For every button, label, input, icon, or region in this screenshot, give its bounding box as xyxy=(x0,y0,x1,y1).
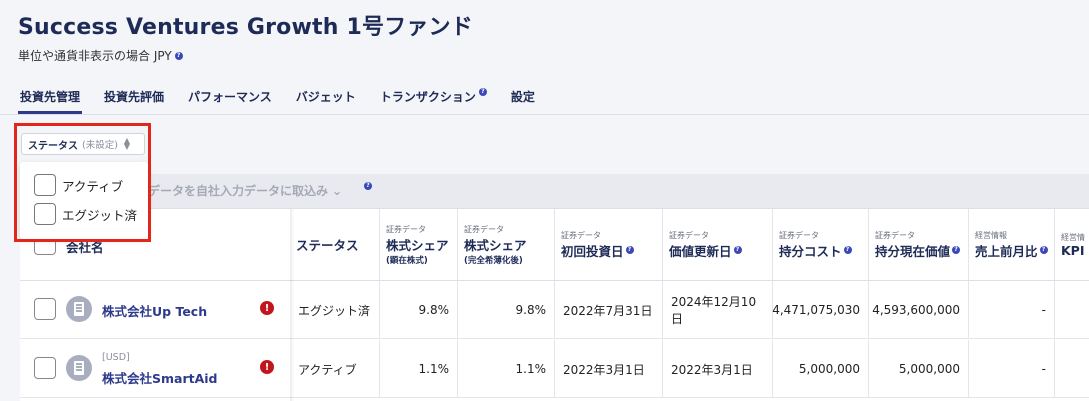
tab-label: バジェット xyxy=(295,90,356,104)
tab-label: 設定 xyxy=(510,90,535,104)
status-filter-label: ステータス xyxy=(28,140,78,152)
holding-cost-cell: 4,471,075,030 xyxy=(772,281,869,339)
header-category: 証券データ xyxy=(669,230,709,240)
header-label: 初回投資日 xyxy=(561,243,624,259)
tab-label: パフォーマンス xyxy=(188,90,272,104)
option-active-checkbox[interactable] xyxy=(34,174,56,196)
currency-tag: [USD] xyxy=(102,352,130,363)
header-share-diluted[interactable]: 証券データ 株式シェア (完全希薄化後) xyxy=(458,209,555,280)
holding-value-cell: 5,000,000 xyxy=(869,340,969,398)
help-icon[interactable]: ? xyxy=(733,246,742,254)
header-divider xyxy=(20,280,1089,281)
option-active[interactable]: アクティブ xyxy=(34,174,123,196)
tab-transactions[interactable]: トランザクション? xyxy=(378,88,489,114)
help-icon[interactable]: ? xyxy=(952,246,961,254)
status-filter-select[interactable]: ステータス (未設定) ▲ ▼ xyxy=(21,133,145,155)
tab-label: 投資先管理 xyxy=(20,90,81,104)
option-exited[interactable]: エグジット済 xyxy=(34,203,137,225)
building-icon xyxy=(66,296,92,322)
warning-icon[interactable]: ! xyxy=(260,301,274,315)
share-issued-cell: 9.8% xyxy=(380,281,458,339)
header-sales-mom[interactable]: 経営情報 売上前月比? xyxy=(969,209,1055,280)
header-value-update[interactable]: 証券データ 価値更新日? xyxy=(663,209,773,280)
header-label: 価値更新日 xyxy=(669,243,732,259)
option-exited-label: エグジット済 xyxy=(62,207,138,223)
sticky-column-shadow xyxy=(290,209,294,401)
tab-bar: 投資先管理 投資先評価 パフォーマンス バジェット トランザクション? 設定 xyxy=(18,88,557,114)
holding-cost-cell: 5,000,000 xyxy=(773,340,869,398)
toolbar-row xyxy=(20,174,1089,208)
header-company-label: 会社名 xyxy=(66,240,104,255)
tab-portfolio-management[interactable]: 投資先管理 xyxy=(18,88,83,114)
header-category: 証券データ xyxy=(875,230,915,240)
header-label: ステータス xyxy=(296,238,359,253)
header-holding-value[interactable]: 証券データ 持分現在価値? xyxy=(869,209,969,280)
portfolio-table: 会社名 ステータス 証券データ 株式シェア (顕在株式) 証券データ 株式シェア… xyxy=(20,208,1089,401)
header-status[interactable]: ステータス xyxy=(290,209,380,280)
tabs-divider xyxy=(0,114,1089,115)
row-checkbox[interactable] xyxy=(34,298,56,320)
table-row[interactable]: [USD] 株式会社SmartAid ! アクティブ 1.1% 1.1% 202… xyxy=(20,340,1089,398)
import-data-button[interactable]: データを自社入力データに取込み ⌄ xyxy=(148,182,342,199)
header-category: 証券データ xyxy=(464,224,504,234)
header-label: 株式シェア xyxy=(464,237,527,253)
header-label: KPI xyxy=(1061,242,1085,258)
header-first-invest[interactable]: 証券データ 初回投資日? xyxy=(555,209,663,280)
tab-performance[interactable]: パフォーマンス xyxy=(186,88,274,114)
help-icon[interactable]: ? xyxy=(843,246,852,254)
help-icon[interactable]: ? xyxy=(625,246,634,254)
share-diluted-cell: 1.1% xyxy=(458,340,555,398)
tab-label: トランザクション xyxy=(379,90,476,104)
warning-icon[interactable]: ! xyxy=(260,360,274,374)
header-category: 証券データ xyxy=(386,224,426,234)
currency-note-text: 単位や通貨非表示の場合 JPY xyxy=(18,49,172,63)
building-icon xyxy=(66,355,92,381)
status-filter-dropdown: アクティブ エグジット済 xyxy=(20,162,148,239)
page-title: Success Ventures Growth 1号ファンド xyxy=(18,15,473,40)
header-kpi[interactable]: 経営情 KPI xyxy=(1055,209,1089,280)
help-icon[interactable]: ? xyxy=(1039,246,1048,254)
status-cell: アクティブ xyxy=(290,340,380,398)
value-update-cell: 2022年3月1日 xyxy=(663,340,773,398)
chevron-down-icon: ⌄ xyxy=(332,183,343,198)
first-invest-cell: 2022年7月31日 xyxy=(555,281,663,339)
tab-label: 投資先評価 xyxy=(104,90,165,104)
header-category: 経営情報 xyxy=(975,230,1007,240)
currency-note: 単位や通貨非表示の場合 JPY ? xyxy=(18,47,183,64)
header-label: 持分コスト xyxy=(779,243,842,259)
header-label: 売上前月比 xyxy=(975,243,1038,259)
help-icon[interactable]: ? xyxy=(174,51,183,60)
sales-mom-cell: - xyxy=(969,340,1055,398)
header-label: 持分現在価値 xyxy=(875,243,951,259)
tab-portfolio-valuation[interactable]: 投資先評価 xyxy=(102,88,166,114)
sort-arrows-icon: ▲ ▼ xyxy=(123,136,131,151)
status-filter-value: (未設定) xyxy=(82,140,118,151)
import-data-label: データを自社入力データに取込み xyxy=(148,184,329,198)
value-update-cell: 2024年12月10日 xyxy=(663,281,773,339)
header-share-issued[interactable]: 証券データ 株式シェア (顕在株式) xyxy=(380,209,458,280)
share-issued-cell: 1.1% xyxy=(380,340,458,398)
header-holding-cost[interactable]: 証券データ 持分コスト? xyxy=(773,209,869,280)
help-icon[interactable]: ? xyxy=(364,182,372,190)
header-category: 経営情 xyxy=(1061,232,1085,242)
option-active-label: アクティブ xyxy=(62,178,124,194)
company-name-link[interactable]: 株式会社Up Tech xyxy=(102,304,208,319)
header-category: 証券データ xyxy=(779,230,819,240)
company-name-link[interactable]: 株式会社SmartAid xyxy=(102,371,218,386)
share-diluted-cell: 9.8% xyxy=(458,281,555,339)
first-invest-cell: 2022年3月1日 xyxy=(555,340,663,398)
row-checkbox[interactable] xyxy=(34,357,56,379)
help-icon[interactable]: ? xyxy=(478,88,487,96)
option-exited-checkbox[interactable] xyxy=(34,203,56,225)
header-label: 株式シェア xyxy=(386,237,449,253)
header-category: 証券データ xyxy=(561,230,601,240)
sales-mom-cell: - xyxy=(969,281,1055,339)
tab-budget[interactable]: バジェット xyxy=(294,88,358,114)
header-note: (完全希薄化後) xyxy=(464,255,523,266)
header-note: (顕在株式) xyxy=(386,255,428,266)
holding-value-cell: 4,593,600,000 xyxy=(869,281,969,339)
table-row[interactable]: 株式会社Up Tech ! エグジット済 9.8% 9.8% 2022年7月31… xyxy=(20,281,1089,339)
tab-settings[interactable]: 設定 xyxy=(509,88,537,114)
status-cell: エグジット済 xyxy=(290,281,380,339)
